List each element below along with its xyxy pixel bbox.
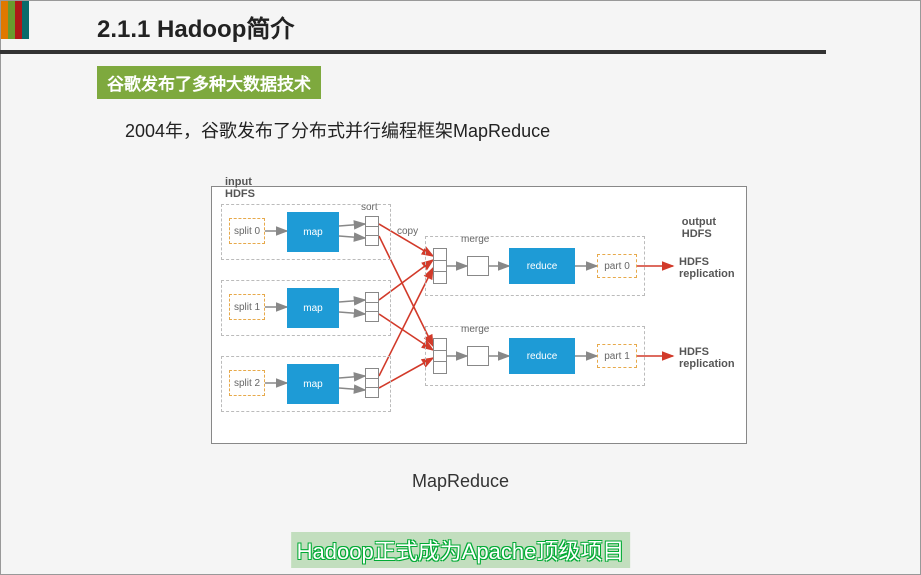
header: 2.1.1 Hadoop简介 xyxy=(1,1,920,44)
body-text: 2004年，谷歌发布了分布式并行编程框架MapReduce xyxy=(125,117,920,143)
section-subtitle-band: 谷歌发布了多种大数据技术 xyxy=(97,66,321,99)
split-node-0: split 0 xyxy=(229,218,265,244)
hdfs-replication-label-1: HDFSreplication xyxy=(679,346,735,370)
part-node-1: part 1 xyxy=(597,344,637,368)
split-node-2: split 2 xyxy=(229,370,265,396)
map-node-0: map xyxy=(287,212,339,252)
section-subtitle-text: 谷歌发布了多种大数据技术 xyxy=(107,75,311,94)
plain-buffer-1 xyxy=(467,346,489,366)
hdfs-replication-label-0: HDFSreplication xyxy=(679,256,735,280)
map-node-2: map xyxy=(287,364,339,404)
copy-label: copy xyxy=(397,226,418,237)
reduce-node-1: reduce xyxy=(509,338,575,374)
sort-buffer-2 xyxy=(365,368,379,398)
video-subtitle: Hadoop正式成为Apache顶级项目 xyxy=(291,532,631,568)
title-underline xyxy=(0,50,826,54)
input-hdfs-label: inputHDFS xyxy=(225,176,255,200)
part-node-0: part 0 xyxy=(597,254,637,278)
decorative-stripes xyxy=(1,1,29,39)
sort-buffer-0 xyxy=(365,216,379,246)
merge-buffer-1 xyxy=(433,338,447,374)
split-node-1: split 1 xyxy=(229,294,265,320)
reduce-node-0: reduce xyxy=(509,248,575,284)
mapreduce-diagram: inputHDFS outputHDFS sort copy merge mer… xyxy=(211,176,751,456)
page-title: 2.1.1 Hadoop简介 xyxy=(97,9,920,44)
plain-buffer-0 xyxy=(467,256,489,276)
sort-buffer-1 xyxy=(365,292,379,322)
merge-buffer-0 xyxy=(433,248,447,284)
map-node-1: map xyxy=(287,288,339,328)
figure-caption: MapReduce xyxy=(1,471,920,492)
output-hdfs-label: outputHDFS xyxy=(682,216,716,240)
